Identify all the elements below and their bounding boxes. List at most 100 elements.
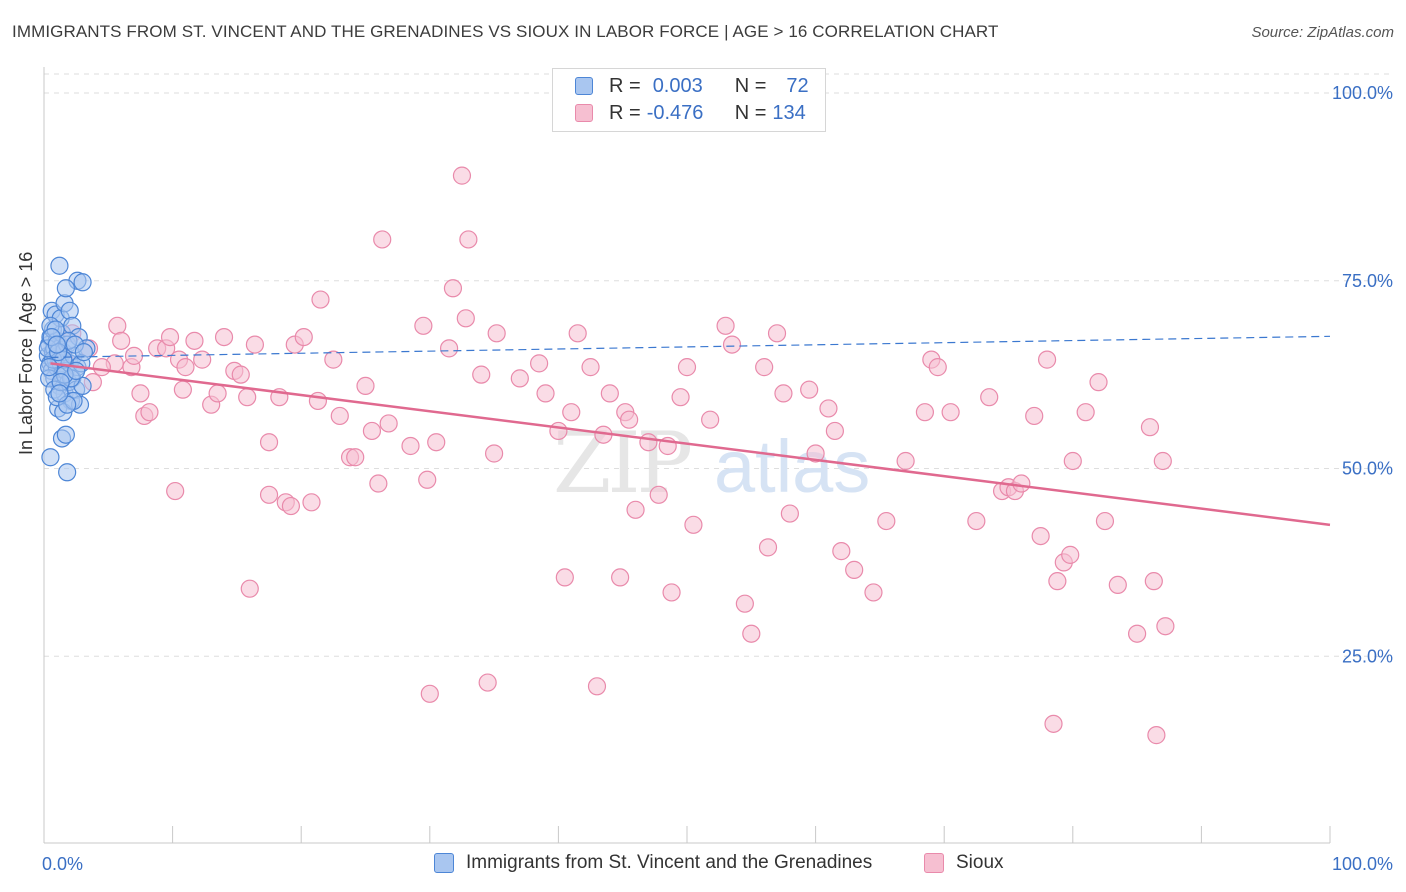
legend-row-blue: R = 0.003 N = 72 (575, 73, 809, 99)
sioux-point (800, 380, 819, 399)
sioux-point (1012, 474, 1031, 493)
sioux-point (193, 350, 212, 369)
sioux-point (864, 583, 883, 602)
sioux-point (1153, 451, 1172, 471)
sioux-point (530, 354, 549, 373)
sioux-point (555, 568, 574, 587)
sioux-point (427, 433, 446, 452)
legend-swatch-blue (575, 77, 593, 95)
sioux-point (600, 384, 619, 403)
sioux-point (677, 358, 697, 377)
sioux-point (662, 583, 681, 602)
sioux-point (478, 673, 497, 692)
legend-swatch-pink (575, 104, 593, 122)
sioux-point (928, 358, 947, 377)
legend-r-value: -0.476 (646, 101, 704, 124)
sioux-point (485, 444, 504, 463)
svg-point (74, 343, 93, 362)
svg-point (40, 358, 59, 377)
svg-point (41, 448, 60, 467)
sioux-point (611, 568, 630, 587)
sioux-point (780, 504, 799, 523)
sioux-point (160, 327, 180, 347)
sioux-point (1076, 403, 1095, 422)
sioux-point (92, 358, 111, 377)
sioux-point (1025, 406, 1044, 426)
source-credit: Source: ZipAtlas.com (1251, 24, 1394, 41)
sioux-point (877, 511, 896, 531)
svg-point (73, 273, 92, 292)
y-tick-label: 75.0% (1342, 271, 1393, 291)
sioux-point (1061, 545, 1080, 564)
sioux-point (716, 316, 735, 335)
chart-title: IMMIGRANTS FROM ST. VINCENT AND THE GREN… (12, 22, 999, 41)
svg-points (38, 256, 96, 482)
sioux-point (414, 316, 433, 335)
sioux-point (324, 350, 343, 369)
sioux-point (281, 496, 301, 516)
sioux-point (735, 594, 754, 613)
legend-r-label: R = (609, 101, 641, 124)
sioux-point (245, 335, 265, 354)
sioux-point (819, 399, 838, 418)
sioux-point (1144, 572, 1163, 591)
sioux-point (581, 358, 600, 377)
sioux-point (238, 388, 257, 407)
series-legend-item-svg: Immigrants from St. Vincent and the Gren… (434, 852, 872, 874)
x-tick-labels: 0.0% 100.0% (42, 854, 1393, 874)
legend-n-label: N = (734, 101, 767, 124)
sioux-point (173, 380, 192, 399)
sioux-point (568, 324, 587, 343)
sioux-point (185, 331, 204, 350)
legend-n-value: 134 (772, 101, 806, 124)
sioux-point (758, 538, 778, 557)
sioux-point (845, 560, 864, 579)
sioux-point (620, 410, 639, 429)
sioux-point (649, 485, 668, 504)
sioux-point (369, 474, 388, 493)
sioux-point (1095, 511, 1115, 531)
sioux-point (767, 324, 787, 343)
sioux-point (456, 309, 475, 328)
sioux-point (308, 391, 328, 411)
correlation-legend: R = 0.003 N = 72 R = -0.476 N = 134 (552, 68, 826, 132)
series-name-svg: Immigrants from St. Vincent and the Gren… (466, 852, 873, 873)
y-tick-label: 25.0% (1342, 646, 1393, 666)
sioux-point (259, 433, 279, 452)
trend-lines (50, 335, 1331, 527)
sioux-point (1037, 350, 1057, 369)
sioux-point (587, 677, 607, 696)
sioux-point (1127, 624, 1147, 643)
svg-point (50, 256, 69, 275)
svg-point (58, 463, 77, 482)
y-tick-label: 100.0% (1332, 83, 1393, 103)
x-tick-label: 100.0% (1332, 854, 1393, 874)
sioux-point (915, 403, 935, 422)
gridlines (44, 73, 1392, 657)
legend-r-value: 0.003 (652, 74, 703, 97)
sioux-point (832, 542, 851, 561)
legend-r-label: R = (609, 74, 641, 97)
sioux-point (639, 433, 658, 452)
series-swatch-sioux (924, 853, 944, 873)
legend-row-pink: R = -0.476 N = 134 (575, 100, 806, 126)
sioux-point (722, 335, 742, 354)
sioux-point (1063, 451, 1082, 471)
sioux-point (439, 339, 459, 358)
sioux-point (231, 365, 250, 384)
legend-n-label: N = (734, 74, 767, 97)
sioux-point (346, 448, 365, 467)
sioux-point (487, 324, 506, 343)
sioux-point (259, 485, 279, 504)
y-axis-label: In Labor Force | Age > 16 (16, 251, 36, 455)
sioux-point (214, 327, 234, 347)
sioux-trend-line (50, 362, 1331, 527)
sioux-point (1156, 617, 1175, 636)
sioux-point (379, 414, 398, 433)
sioux-point (1147, 726, 1166, 745)
svg-point (50, 384, 69, 403)
sioux-point (896, 451, 915, 471)
sioux-point (166, 481, 185, 501)
sioux-point (806, 444, 825, 463)
watermark-atlas: atlas (714, 425, 870, 508)
